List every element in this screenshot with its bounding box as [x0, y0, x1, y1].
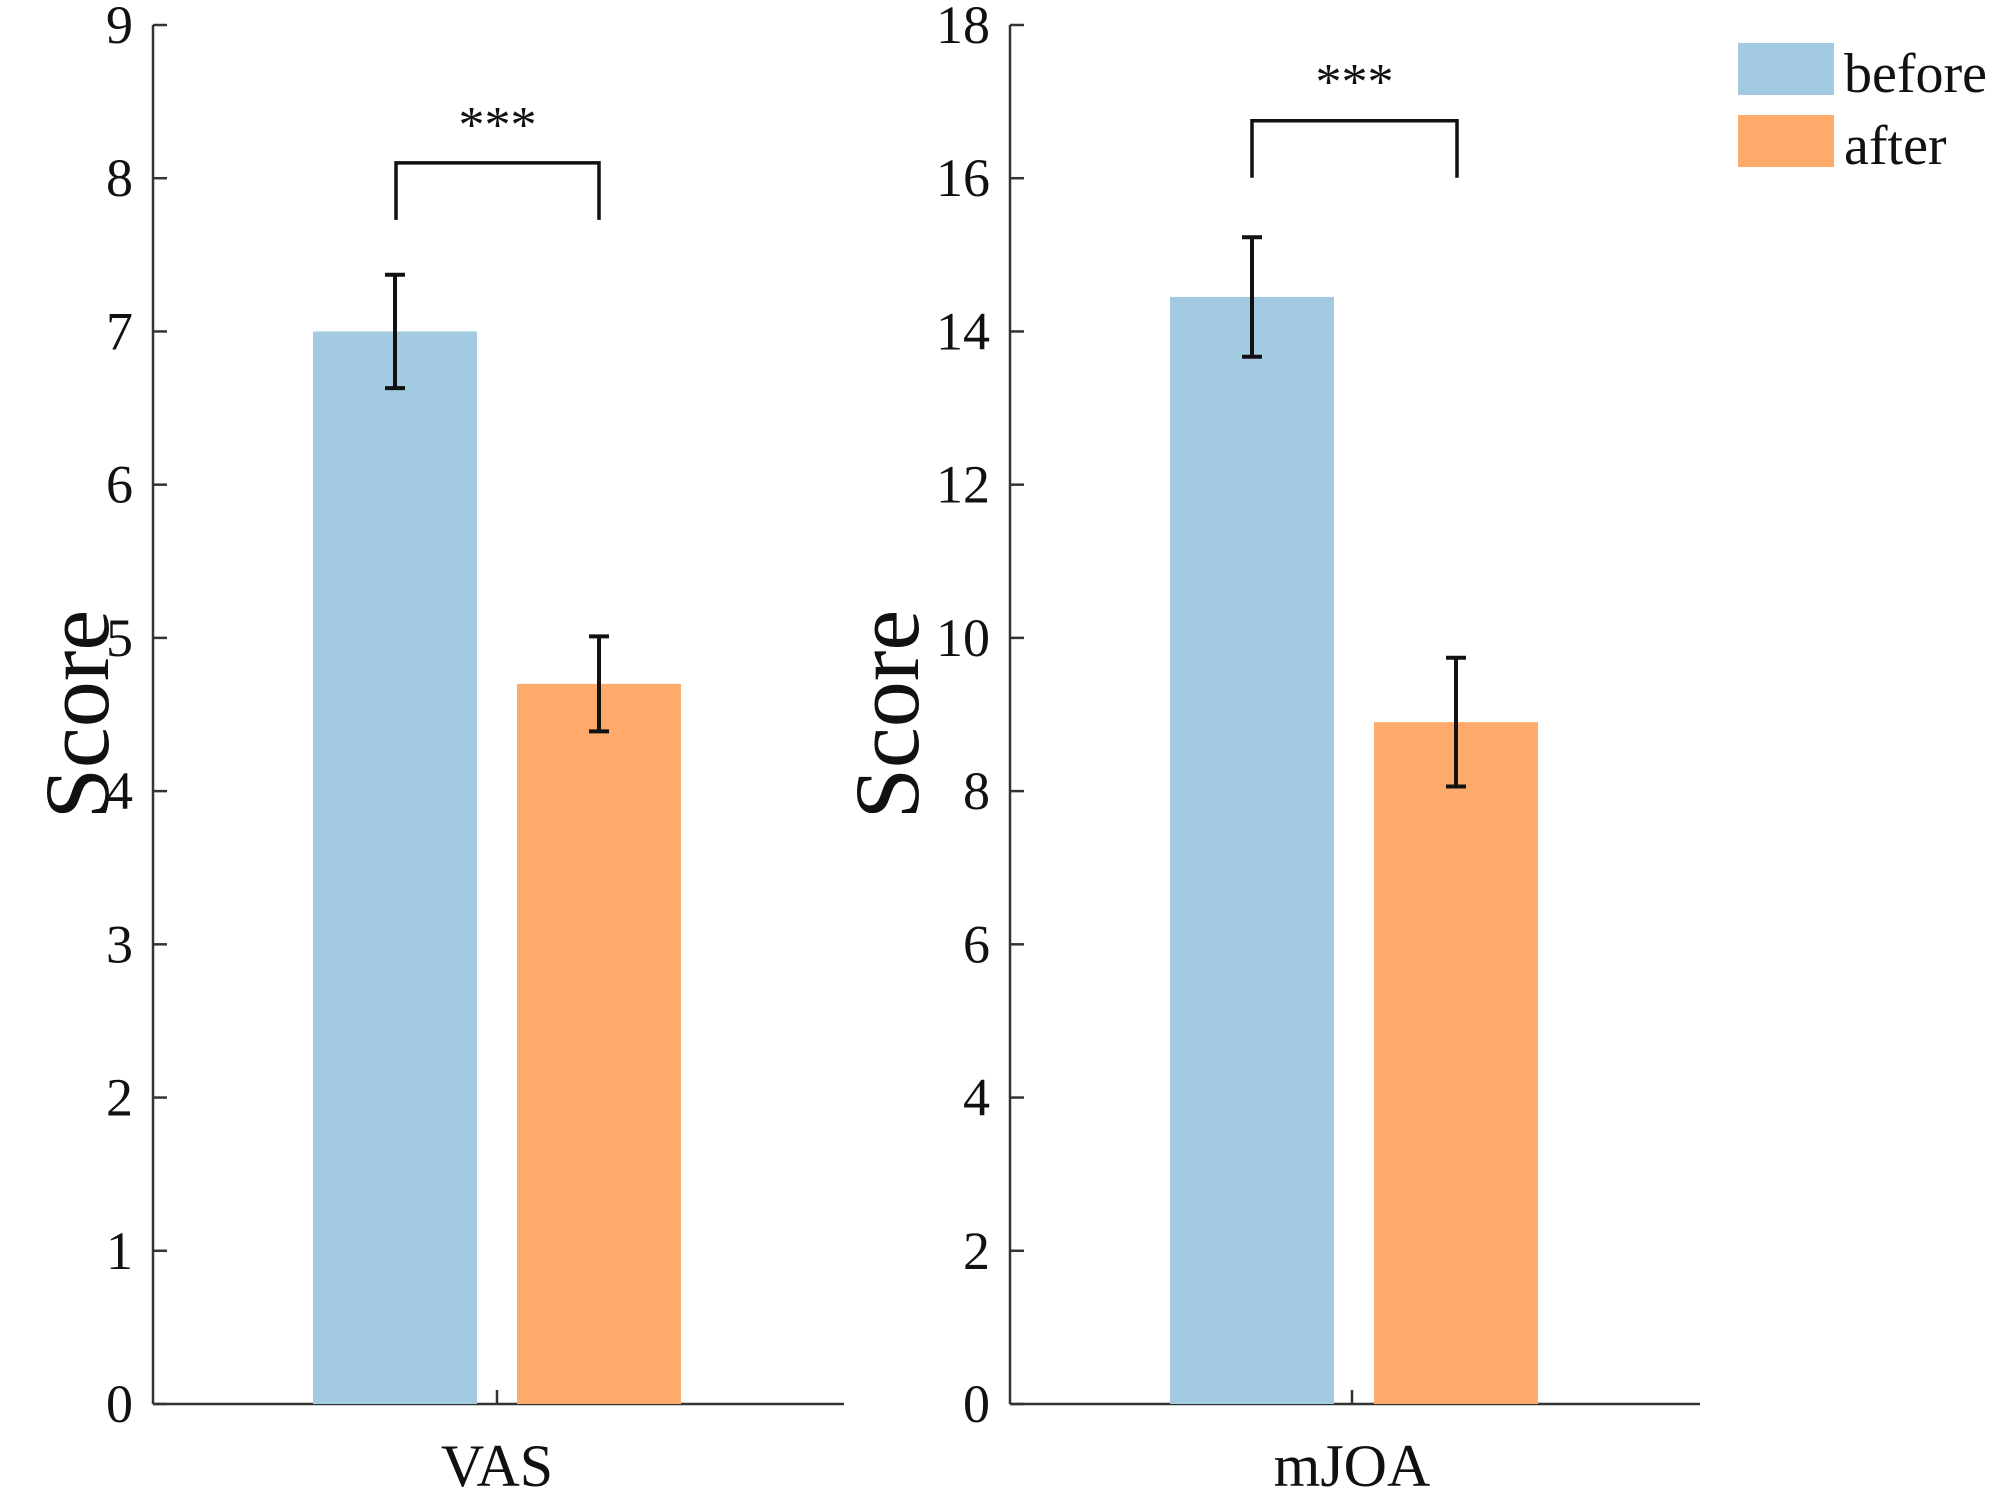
y-tick-label: 0 — [106, 1374, 133, 1434]
bar-before — [1170, 296, 1334, 1404]
y-tick-label: 5 — [106, 608, 133, 668]
error-bar-before — [385, 272, 405, 391]
legend-swatch-before — [1738, 43, 1834, 95]
vas-chart: 0 1 2 3 4 5 6 7 8 9 *** VAS Score — [26, 0, 844, 1498]
bar-after — [1374, 722, 1538, 1404]
x-category-label: mJOA — [1274, 1433, 1431, 1498]
significance-bracket — [1250, 119, 1459, 178]
bars — [1170, 296, 1538, 1404]
significance-stars: *** — [1316, 54, 1394, 111]
legend-label-after: after — [1844, 115, 1947, 177]
y-tick-label: 14 — [936, 301, 990, 361]
y-tick-label: 0 — [963, 1374, 990, 1434]
bar-before — [313, 331, 477, 1404]
x-category-label: VAS — [441, 1433, 553, 1498]
error-bar-after — [1446, 655, 1466, 789]
y-tick-label: 1 — [106, 1221, 133, 1281]
y-axis-title: Score — [26, 610, 128, 819]
y-tick-label: 10 — [936, 608, 990, 668]
significance-annotation: *** — [1250, 54, 1459, 178]
y-axis-title: Score — [836, 610, 938, 819]
legend-swatch-after — [1738, 115, 1834, 167]
y-tick-label: 3 — [106, 914, 133, 974]
y-tick-label: 12 — [936, 455, 990, 515]
y-tick-label: 8 — [963, 761, 990, 821]
error-bar-before — [1242, 235, 1262, 359]
error-bars — [385, 272, 609, 734]
significance-annotation: *** — [394, 97, 601, 220]
y-tick-label: 18 — [936, 0, 990, 55]
significance-stars: *** — [459, 97, 537, 154]
y-tick-label: 6 — [106, 455, 133, 515]
y-tick-label: 4 — [106, 761, 133, 821]
y-ticks: 0 2 4 6 8 10 12 14 16 18 — [936, 0, 1354, 1434]
legend-label-before: before — [1844, 43, 1987, 105]
y-tick-label: 9 — [106, 0, 133, 55]
error-bar-after — [589, 634, 609, 734]
legend: before after — [1738, 43, 1987, 177]
significance-bracket — [394, 161, 601, 220]
y-tick-label: 6 — [963, 914, 990, 974]
y-ticks: 0 1 2 3 4 5 6 7 8 9 — [106, 0, 499, 1434]
y-tick-label: 2 — [963, 1221, 990, 1281]
mjoa-chart: 0 2 4 6 8 10 12 14 16 18 *** mJOA Score — [836, 0, 1700, 1498]
y-tick-label: 16 — [936, 148, 990, 208]
bars — [313, 331, 681, 1404]
error-bars — [1242, 235, 1466, 789]
y-tick-label: 2 — [106, 1068, 133, 1128]
bar-after — [517, 683, 681, 1404]
y-tick-label: 7 — [106, 301, 133, 361]
y-tick-label: 4 — [963, 1068, 990, 1128]
y-tick-label: 8 — [106, 148, 133, 208]
